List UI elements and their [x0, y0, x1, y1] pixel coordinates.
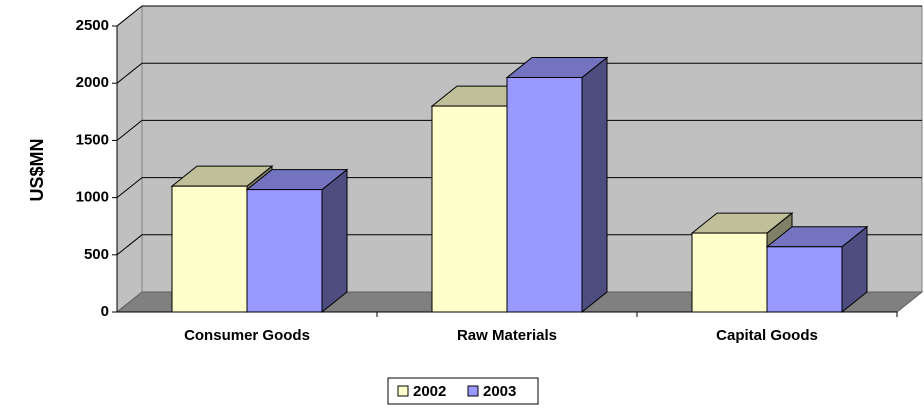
grid-line: [116, 62, 922, 84]
bar: [246, 189, 323, 313]
x-tick-label: Consumer Goods: [184, 327, 310, 344]
grid-line: [116, 234, 922, 256]
bar: [766, 246, 843, 313]
bar: [506, 76, 583, 313]
y-tick-label: 1000: [76, 189, 109, 206]
legend-swatch: [397, 385, 409, 397]
bar-side: [581, 56, 608, 314]
grid-line: [116, 119, 922, 141]
legend-label: 2002: [413, 383, 446, 400]
y-tick-label: 2500: [76, 17, 109, 34]
legend-label: 2003: [483, 383, 516, 400]
x-tick-label: Capital Goods: [716, 327, 818, 344]
bar: [691, 232, 768, 313]
side-wall: [116, 4, 143, 314]
y-tick-label: 0: [101, 303, 109, 320]
legend-swatch: [467, 385, 479, 397]
bar: [431, 105, 508, 313]
grid-line: [116, 5, 922, 27]
y-axis-title: US$MN: [27, 138, 47, 201]
bar-side: [321, 168, 348, 314]
legend: 2002 2003: [387, 377, 539, 405]
y-tick-label: 500: [84, 246, 109, 263]
y-tick-label: 2000: [76, 74, 109, 91]
x-tick-label: Raw Materials: [457, 327, 557, 344]
legend-box: [387, 377, 539, 405]
grid-line: [116, 177, 922, 198]
bar: [171, 185, 248, 313]
y-tick-label: 1500: [76, 131, 109, 148]
